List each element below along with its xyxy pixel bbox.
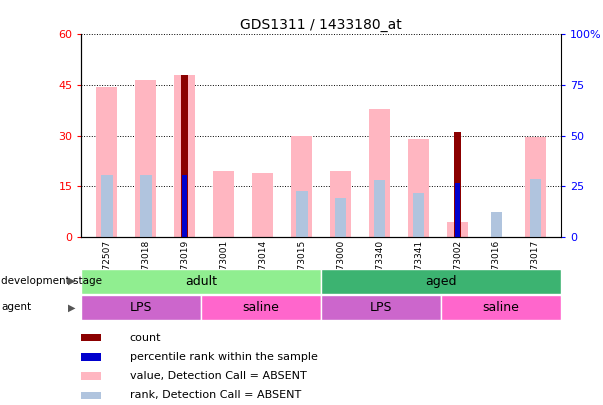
Bar	[81, 373, 101, 380]
Bar	[529, 179, 541, 237]
Text: saline: saline	[482, 301, 519, 314]
Bar	[455, 183, 460, 237]
Bar	[321, 269, 561, 294]
Bar	[330, 171, 352, 237]
Bar	[174, 75, 195, 237]
Text: value, Detection Call = ABSENT: value, Detection Call = ABSENT	[130, 371, 306, 381]
Bar	[295, 192, 308, 237]
Bar	[81, 392, 101, 399]
Bar	[374, 180, 385, 237]
Text: saline: saline	[243, 301, 280, 314]
Text: ▶: ▶	[68, 303, 75, 312]
Bar	[369, 109, 390, 237]
Bar	[135, 80, 156, 237]
Bar	[441, 295, 561, 320]
Bar	[412, 194, 425, 237]
Bar	[140, 175, 151, 237]
Bar	[447, 222, 468, 237]
Text: LPS: LPS	[370, 301, 393, 314]
Text: LPS: LPS	[130, 301, 153, 314]
Bar	[182, 175, 188, 237]
Bar	[321, 295, 441, 320]
Text: ▶: ▶	[68, 276, 75, 286]
Bar	[101, 175, 113, 237]
Bar	[81, 334, 101, 341]
Text: aged: aged	[425, 275, 456, 288]
Bar	[81, 295, 201, 320]
Bar	[491, 211, 502, 237]
Bar	[291, 136, 312, 237]
Text: count: count	[130, 333, 161, 343]
Bar	[182, 75, 188, 237]
Bar	[252, 173, 273, 237]
Bar	[335, 198, 347, 237]
Bar	[408, 139, 429, 237]
Bar	[213, 171, 235, 237]
Title: GDS1311 / 1433180_at: GDS1311 / 1433180_at	[240, 18, 402, 32]
Bar	[81, 269, 321, 294]
Bar	[201, 295, 321, 320]
Text: adult: adult	[185, 275, 217, 288]
Bar	[96, 87, 118, 237]
Text: agent: agent	[1, 303, 31, 312]
Text: development stage: development stage	[1, 276, 102, 286]
Text: percentile rank within the sample: percentile rank within the sample	[130, 352, 318, 362]
Bar	[81, 353, 101, 360]
Bar	[454, 132, 461, 237]
Text: rank, Detection Call = ABSENT: rank, Detection Call = ABSENT	[130, 390, 301, 401]
Bar	[525, 137, 546, 237]
